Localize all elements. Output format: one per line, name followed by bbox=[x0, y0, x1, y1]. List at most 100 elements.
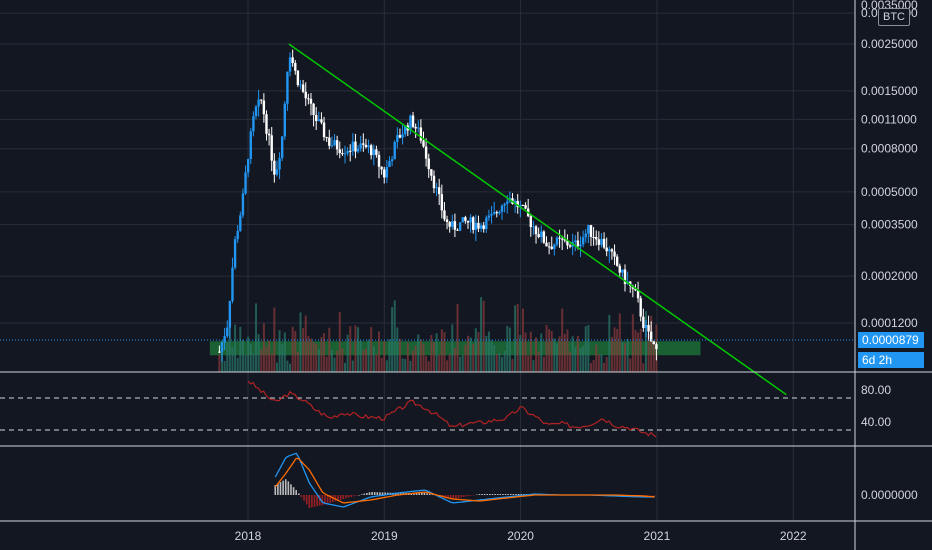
volume-bar bbox=[385, 360, 388, 372]
volume-bar bbox=[587, 325, 590, 372]
candle-body bbox=[359, 143, 362, 149]
macd-histogram-bar bbox=[352, 495, 355, 497]
candle-body bbox=[398, 135, 402, 138]
macd-histogram-bar bbox=[350, 495, 352, 498]
candle-body bbox=[647, 324, 650, 332]
volume-bar bbox=[443, 332, 446, 372]
volume-bar bbox=[537, 351, 540, 372]
symbol-badge[interactable]: BTC bbox=[878, 8, 910, 26]
volume-bar bbox=[307, 335, 310, 372]
macd-histogram-bar bbox=[470, 495, 473, 496]
candle-body bbox=[309, 98, 313, 104]
volume-bar bbox=[388, 339, 391, 372]
candle-body bbox=[312, 103, 315, 115]
candle-body bbox=[438, 187, 441, 195]
volume-bar bbox=[223, 360, 226, 372]
volume-bar bbox=[448, 354, 451, 372]
volume-bar bbox=[236, 357, 239, 372]
macd-histogram-bar bbox=[277, 483, 279, 495]
candle-body bbox=[260, 99, 263, 101]
candle-body bbox=[220, 342, 224, 352]
macd-histogram-bar bbox=[651, 495, 653, 496]
candle-body bbox=[498, 211, 501, 214]
volume-bar bbox=[265, 346, 268, 372]
macd-histogram-bar bbox=[274, 485, 277, 495]
macd-histogram-bar bbox=[413, 493, 415, 495]
macd-histogram-bar bbox=[468, 495, 470, 496]
candle-body bbox=[448, 221, 451, 227]
candle-body bbox=[325, 137, 328, 139]
candle-body bbox=[341, 153, 344, 155]
volume-bar bbox=[391, 307, 394, 372]
candle-body bbox=[615, 256, 619, 266]
macd-histogram-bar bbox=[455, 495, 457, 499]
macd-histogram-bar bbox=[507, 494, 509, 495]
time-axis[interactable]: 2018 2019 2020 2021 2022 bbox=[235, 529, 807, 543]
volume-bar bbox=[273, 307, 276, 372]
macd-histogram-bar bbox=[520, 494, 523, 495]
candle-body bbox=[568, 245, 572, 247]
volume-bar bbox=[260, 349, 263, 372]
candle-body bbox=[288, 57, 292, 72]
macd-histogram-bar bbox=[491, 494, 494, 495]
price-candles[interactable] bbox=[218, 49, 658, 362]
macd-histogram-bar bbox=[515, 494, 517, 495]
candle-body bbox=[639, 298, 642, 317]
macd-histogram-bar bbox=[324, 495, 326, 505]
time-tick-label: 2020 bbox=[507, 529, 534, 543]
candle-body bbox=[513, 200, 517, 204]
volume-bar bbox=[435, 333, 438, 372]
candle-body bbox=[424, 146, 428, 159]
candle-body bbox=[584, 233, 587, 238]
candle-body bbox=[233, 239, 237, 268]
volume-bar bbox=[461, 354, 464, 372]
volume-bar bbox=[226, 341, 229, 372]
candle-body bbox=[351, 141, 355, 152]
volume-bar bbox=[550, 330, 553, 372]
volume-bar bbox=[605, 356, 608, 372]
macd-histogram-bar bbox=[379, 492, 381, 495]
volume-bar bbox=[286, 360, 289, 372]
candle-body bbox=[414, 126, 417, 129]
macd-histogram-bar bbox=[368, 492, 371, 495]
volume-bar bbox=[519, 334, 522, 372]
volume-bar bbox=[584, 326, 587, 372]
candle-body bbox=[464, 217, 467, 221]
volume-bar bbox=[459, 356, 462, 372]
volume-bar bbox=[647, 333, 650, 372]
volume-bar bbox=[576, 335, 579, 372]
volume-bar bbox=[637, 332, 640, 372]
volume-bar bbox=[364, 348, 367, 372]
candle-body bbox=[286, 71, 289, 104]
candle-body bbox=[566, 240, 569, 246]
volume-bar bbox=[631, 314, 634, 372]
price-axis[interactable]: 0.00350000.00250000.00150000.00110000.00… bbox=[861, 0, 918, 502]
candle-body bbox=[550, 246, 553, 249]
volume-bar bbox=[362, 350, 365, 372]
candle-body bbox=[574, 240, 577, 242]
candle-body bbox=[608, 249, 611, 252]
candle-body bbox=[315, 114, 318, 121]
volume-bar bbox=[464, 345, 467, 372]
macd-histogram-bar bbox=[384, 492, 386, 495]
volume-bar bbox=[349, 326, 352, 372]
candle-body bbox=[236, 230, 239, 240]
candle-body bbox=[458, 222, 462, 231]
volume-bar bbox=[419, 339, 422, 372]
trendline-segment[interactable] bbox=[288, 43, 787, 396]
price-tick-label: 0.0025000 bbox=[861, 37, 918, 51]
macd-histogram-bar bbox=[428, 493, 431, 495]
macd-histogram-bar bbox=[300, 495, 303, 498]
volume-bar bbox=[527, 355, 530, 372]
candle-body bbox=[516, 200, 519, 208]
volume-bar bbox=[592, 360, 595, 372]
candle-body bbox=[427, 158, 430, 170]
volume-bar bbox=[218, 354, 221, 372]
macd-histogram-bar bbox=[358, 494, 360, 496]
candle-body bbox=[231, 267, 234, 302]
candle-body bbox=[445, 219, 449, 222]
trendline[interactable] bbox=[288, 43, 787, 396]
candle-body bbox=[563, 239, 567, 241]
candle-body bbox=[377, 154, 381, 167]
